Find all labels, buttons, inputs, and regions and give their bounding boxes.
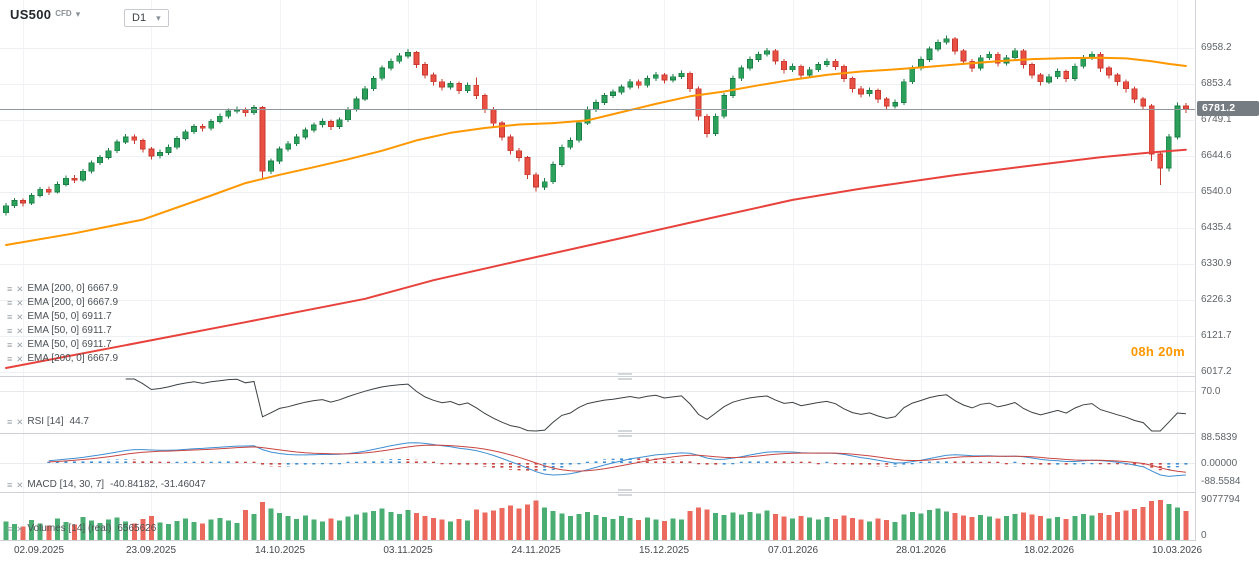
symbol-selector[interactable]: US500 CFD ▾	[10, 8, 80, 21]
date-axis[interactable]: 02.09.2025 23.09.2025 14.10.2025 03.11.2025…	[0, 541, 1259, 561]
ema-indicator-label: EMA [50, 0] 6911.7	[27, 311, 112, 322]
date-axis-label: 18.02.2026	[1023, 545, 1075, 556]
indicator-remove-icon[interactable]: ✕	[16, 417, 24, 427]
rsi-line	[125, 378, 1186, 432]
date-axis-label: 07.01.2026	[767, 545, 819, 556]
indicator-remove-icon[interactable]: ✕	[16, 312, 24, 322]
price-axis-label: 6540.0	[1201, 186, 1232, 197]
symbol-name: US500	[10, 7, 52, 22]
volumes-indicator-row: ≡ ✕ Volumes [14] (real) 6565626	[7, 523, 156, 535]
date-axis-label: 23.09.2025	[125, 545, 177, 556]
macd-axis-label: -88.5584	[1201, 476, 1241, 487]
price-axis[interactable]: 6958.2 6853.4 6749.1 6644.6 6540.0 6435.4 6330…	[1195, 0, 1259, 561]
volume-axis-label: 0	[1201, 530, 1207, 541]
indicator-settings-icon[interactable]: ≡	[7, 524, 13, 534]
ema-indicator-label: EMA [50, 0] 6911.7	[27, 325, 112, 336]
date-axis-label: 03.11.2025	[383, 545, 433, 556]
price-axis-label: 6644.6	[1201, 150, 1232, 161]
chevron-down-icon: ▾	[156, 13, 161, 23]
ema-indicator-row: ≡ ✕ EMA [50, 0] 6911.7	[7, 311, 112, 323]
ema-indicator-row: ≡ ✕ EMA [200, 0] 6667.9	[7, 297, 118, 309]
indicator-settings-icon[interactable]: ≡	[7, 340, 13, 350]
panel-separators	[0, 373, 1195, 541]
indicator-settings-icon[interactable]: ≡	[7, 298, 13, 308]
macd-indicator-row: ≡ ✕ MACD [14, 30, 7] -40.84182, -31.46047	[7, 479, 206, 491]
date-axis-label: 24.11.2025	[511, 545, 561, 556]
volume-axis-label: 9077794	[1201, 494, 1240, 505]
date-axis-label: 15.12.2025	[638, 545, 690, 556]
price-axis-label: 6330.9	[1201, 258, 1232, 269]
date-axis-label: 10.03.2026	[1151, 545, 1203, 556]
ema-indicator-label: EMA [200, 0] 6667.9	[27, 283, 119, 294]
ema-indicator-label: EMA [200, 0] 6667.9	[27, 353, 119, 364]
indicator-settings-icon[interactable]: ≡	[7, 312, 13, 322]
panel-resize-handle[interactable]	[618, 489, 632, 496]
volumes-indicator-value: 6565626	[117, 523, 157, 534]
current-price-badge: 6781.2	[1197, 101, 1259, 116]
ema-indicator-row: ≡ ✕ EMA [50, 0] 6911.7	[7, 339, 112, 351]
rsi-indicator-value: 44.7	[69, 416, 89, 427]
ema-indicator-row: ≡ ✕ EMA [200, 0] 6667.9	[7, 353, 118, 365]
indicator-remove-icon[interactable]: ✕	[16, 326, 24, 336]
rsi-indicator-row: ≡ ✕ RSI [14] 44.7	[7, 416, 89, 428]
macd-indicator	[47, 442, 1188, 477]
candlesticks	[3, 35, 1189, 216]
price-axis-label: 6226.3	[1201, 294, 1232, 305]
chevron-down-icon: ▾	[75, 9, 81, 19]
panel-resize-handle[interactable]	[618, 373, 632, 380]
volumes-indicator-label: Volumes [14] (real)	[27, 523, 112, 534]
macd-indicator-value: -40.84182, -31.46047	[110, 479, 206, 490]
price-axis-label: 6853.4	[1201, 78, 1232, 89]
indicator-settings-icon[interactable]: ≡	[7, 417, 13, 427]
chart-plot-area[interactable]	[0, 0, 1195, 541]
volume-bars	[3, 500, 1189, 540]
indicator-settings-icon[interactable]: ≡	[7, 480, 13, 490]
instrument-type-badge: CFD	[55, 9, 72, 18]
panel-resize-handle[interactable]	[618, 430, 632, 437]
date-axis-label: 14.10.2025	[254, 545, 306, 556]
ema-indicator-row: ≡ ✕ EMA [200, 0] 6667.9	[7, 283, 118, 295]
ema-indicator-label: EMA [200, 0] 6667.9	[27, 297, 119, 308]
indicator-remove-icon[interactable]: ✕	[16, 340, 24, 350]
timeframe-value: D1	[132, 12, 147, 24]
indicator-settings-icon[interactable]: ≡	[7, 284, 13, 294]
indicator-settings-icon[interactable]: ≡	[7, 354, 13, 364]
date-axis-label: 28.01.2026	[895, 545, 947, 556]
indicator-remove-icon[interactable]: ✕	[16, 284, 24, 294]
price-axis-label: 6958.2	[1201, 42, 1232, 53]
indicator-settings-icon[interactable]: ≡	[7, 326, 13, 336]
macd-axis-label: 0.00000	[1201, 458, 1238, 469]
macd-indicator-label: MACD [14, 30, 7]	[27, 479, 105, 490]
price-axis-label: 6749.1	[1201, 114, 1232, 125]
ema-overlays	[5, 56, 1187, 369]
rsi-axis-label: 70.0	[1201, 386, 1221, 397]
timeframe-selector[interactable]: D1 ▾	[124, 9, 169, 27]
indicator-remove-icon[interactable]: ✕	[16, 298, 24, 308]
ema-indicator-label: EMA [50, 0] 6911.7	[27, 339, 112, 350]
macd-axis-label: 88.5839	[1201, 432, 1238, 443]
indicator-remove-icon[interactable]: ✕	[16, 524, 24, 534]
ema-indicator-row: ≡ ✕ EMA [50, 0] 6911.7	[7, 325, 112, 337]
indicator-remove-icon[interactable]: ✕	[16, 354, 24, 364]
grid-lines	[0, 0, 1195, 541]
indicator-remove-icon[interactable]: ✕	[16, 480, 24, 490]
price-axis-label: 6017.2	[1201, 366, 1232, 377]
date-axis-label: 02.09.2025	[13, 545, 65, 556]
rsi-indicator-label: RSI [14]	[27, 416, 64, 427]
price-axis-label: 6435.4	[1201, 222, 1232, 233]
candle-countdown-timer: 08h 20m	[1130, 344, 1185, 359]
price-axis-label: 6121.7	[1201, 330, 1232, 341]
